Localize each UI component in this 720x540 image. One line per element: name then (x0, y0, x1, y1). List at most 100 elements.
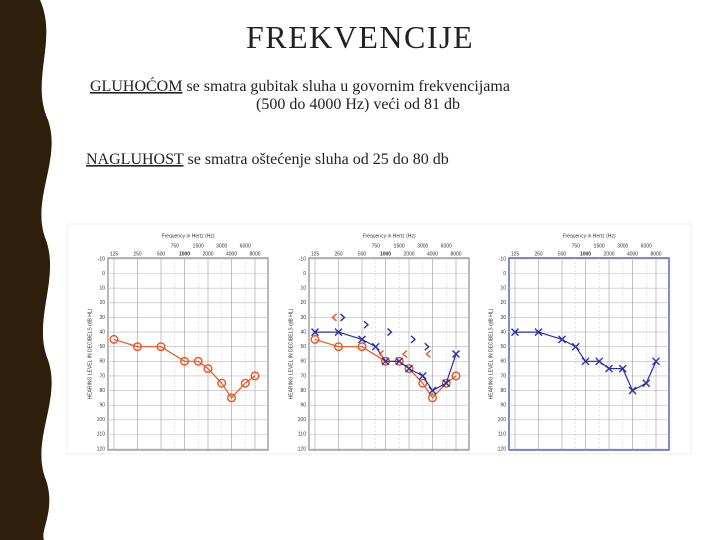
marker-o (310, 334, 320, 344)
y-tick-label: 70 (500, 373, 506, 379)
y-tick-label: 40 (300, 329, 306, 335)
y-tick-label: 70 (300, 373, 306, 379)
marker-lt (425, 349, 431, 359)
y-tick-label: 110 (498, 432, 506, 438)
y-tick-label: 50 (500, 344, 506, 350)
x-tick-label: 1000 (580, 251, 591, 257)
marker (605, 364, 613, 373)
y-tick-label: 120 (498, 446, 507, 452)
y-tick-label: -10 (98, 256, 105, 262)
marker (642, 379, 651, 388)
marker (401, 349, 408, 359)
x-tick-label: 250 (133, 251, 142, 257)
y-tick-label: 20 (99, 300, 105, 306)
marker-x (334, 328, 343, 337)
marker-x (605, 364, 613, 373)
marker-o (357, 342, 367, 352)
x-tick-label-top: 6000 (240, 243, 251, 249)
marker (310, 334, 320, 344)
text: (500 do 4000 Hz) veći od 81 db (256, 96, 460, 113)
text: se smatra gubitak sluha u govornim frekv… (182, 78, 509, 95)
marker (217, 378, 227, 388)
marker (452, 350, 460, 358)
marker (441, 378, 451, 388)
text: se smatra oštećenje sluha od 25 do 80 db (183, 151, 448, 168)
y-tick-label: 60 (300, 359, 306, 365)
marker-gt (410, 335, 417, 344)
marker-x (371, 342, 380, 351)
y-tick-label: 60 (500, 359, 506, 365)
x-tick-label-top: 750 (171, 243, 180, 249)
marker-o (217, 378, 227, 388)
x-tick-label: 500 (157, 251, 166, 257)
marker (428, 393, 438, 403)
marker-gt (363, 320, 370, 329)
x-tick-label: 4000 (427, 251, 438, 257)
marker-x (428, 386, 437, 395)
marker-x (381, 357, 390, 366)
y-tick-label: 100 (498, 417, 507, 423)
marker (340, 313, 346, 322)
y-tick-label: 110 (298, 432, 306, 438)
marker (618, 364, 627, 373)
marker (558, 335, 566, 344)
x-tick-label: 250 (334, 251, 343, 257)
marker-o (451, 371, 461, 381)
marker (334, 328, 343, 337)
marker-o (428, 393, 438, 403)
marker (581, 357, 590, 366)
marker (534, 328, 543, 337)
y-tick-label: 0 (102, 271, 105, 277)
marker (395, 357, 404, 366)
x-tick-label-top: 3000 (216, 243, 227, 249)
marker-lt (401, 349, 408, 359)
marker (571, 342, 580, 351)
marker (378, 349, 384, 359)
marker-gt (340, 313, 346, 322)
marker-x (558, 335, 566, 344)
marker (425, 349, 431, 359)
marker-o (203, 364, 213, 374)
term: NAGLUHOST (86, 151, 184, 168)
y-tick-label: 50 (300, 344, 306, 350)
x-tick-label-top: 1500 (394, 243, 405, 249)
y-tick-label: 10 (99, 286, 105, 292)
plot-frame (508, 257, 670, 451)
y-tick-label: 120 (97, 446, 106, 452)
marker-x (418, 371, 427, 380)
y-tick-label: 40 (500, 329, 506, 335)
x-tick-label-top: 1500 (193, 243, 204, 249)
marker-x (534, 328, 543, 337)
y-tick-label: 90 (300, 402, 306, 408)
y-tick-label: 90 (500, 402, 506, 408)
audiograms: Frequency in Hertz (Hz) HEARING LEVEL IN … (87, 233, 670, 452)
x-tick-label-top: 3000 (417, 243, 428, 249)
marker-o (334, 342, 344, 352)
y-tick-label: -10 (499, 256, 506, 262)
x-tick-label-top: 1500 (594, 243, 605, 249)
y-tick-label: 80 (300, 388, 306, 394)
marker (334, 342, 344, 352)
marker-x (652, 357, 660, 366)
x-tick-label: 1000 (179, 251, 190, 257)
marker-x (395, 357, 404, 366)
y-tick-label: 20 (300, 300, 306, 306)
marker-x (581, 357, 590, 366)
marker-o (441, 378, 451, 388)
x-tick-label: 1000 (380, 251, 391, 257)
marker (311, 328, 319, 337)
y-tick-label: 70 (99, 373, 105, 379)
marker-x (642, 379, 651, 388)
paragraph: NAGLUHOST se smatra oštećenje sluha od 2… (86, 151, 449, 168)
x-tick-label: 8000 (249, 251, 260, 257)
series-line (113, 338, 256, 399)
marker (193, 356, 203, 366)
marker-o (404, 364, 414, 374)
marker-o (156, 342, 166, 352)
marker-x (511, 328, 519, 337)
marker (226, 393, 236, 403)
decor-strip (0, 0, 52, 540)
marker-x (442, 379, 451, 388)
